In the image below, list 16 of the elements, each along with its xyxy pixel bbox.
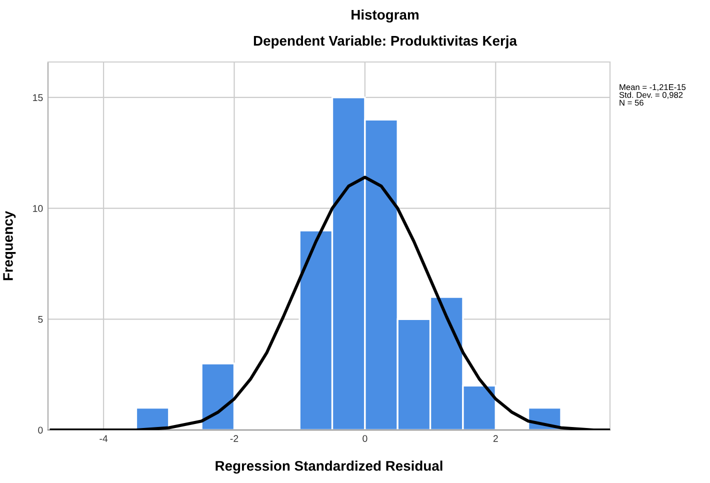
chart-title: Histogram (352, 9, 418, 23)
x-tick-label: -4 (100, 435, 108, 442)
x-tick-label: 2 (493, 435, 498, 442)
x-tick-label: -2 (230, 435, 238, 442)
chart-subtitle: Dependent Variable: Produktivitas Kerja (254, 36, 518, 48)
text: Mean = -1,21E-15 (620, 84, 686, 92)
line-series (50, 176, 610, 430)
text: Std. Dev. = 0,982 (619, 92, 683, 99)
x-axis-title: Regression Standardized Residual (216, 460, 442, 474)
y-tick-label: 15 (33, 94, 43, 102)
text: N = 56 (620, 100, 644, 106)
y-tick-label: 10 (33, 205, 43, 212)
y-tick-label: 0 (38, 426, 43, 434)
x-tick-label: 0 (362, 435, 368, 442)
y-axis-title: Frequency (3, 210, 16, 280)
y-tick-label: 5 (38, 316, 43, 323)
